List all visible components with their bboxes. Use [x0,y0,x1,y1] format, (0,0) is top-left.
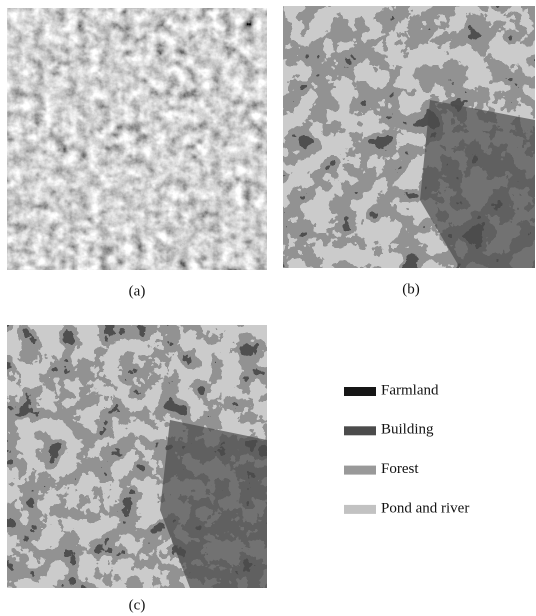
legend-label: Forest [381,461,419,477]
legend-label: Pond and river [381,500,469,516]
panel-a: (a) [7,8,267,299]
satellite-image [7,8,267,270]
legend-swatch [344,505,376,514]
caption: (a) [129,283,146,299]
legend-label: Farmland [381,382,439,398]
caption: (b) [402,281,420,297]
figure: (a) (b) (c) Farmland Building Forest Pond a… [0,0,536,616]
legend-swatch [344,426,376,435]
legend-swatch [344,466,376,475]
panel-c: (c) [7,325,267,613]
legend-swatch [344,387,376,396]
legend-label: Building [381,422,434,438]
caption: (c) [129,597,146,613]
legend: Farmland Building Forest Pond and river [344,382,469,516]
panel-b: (b) [283,6,535,297]
